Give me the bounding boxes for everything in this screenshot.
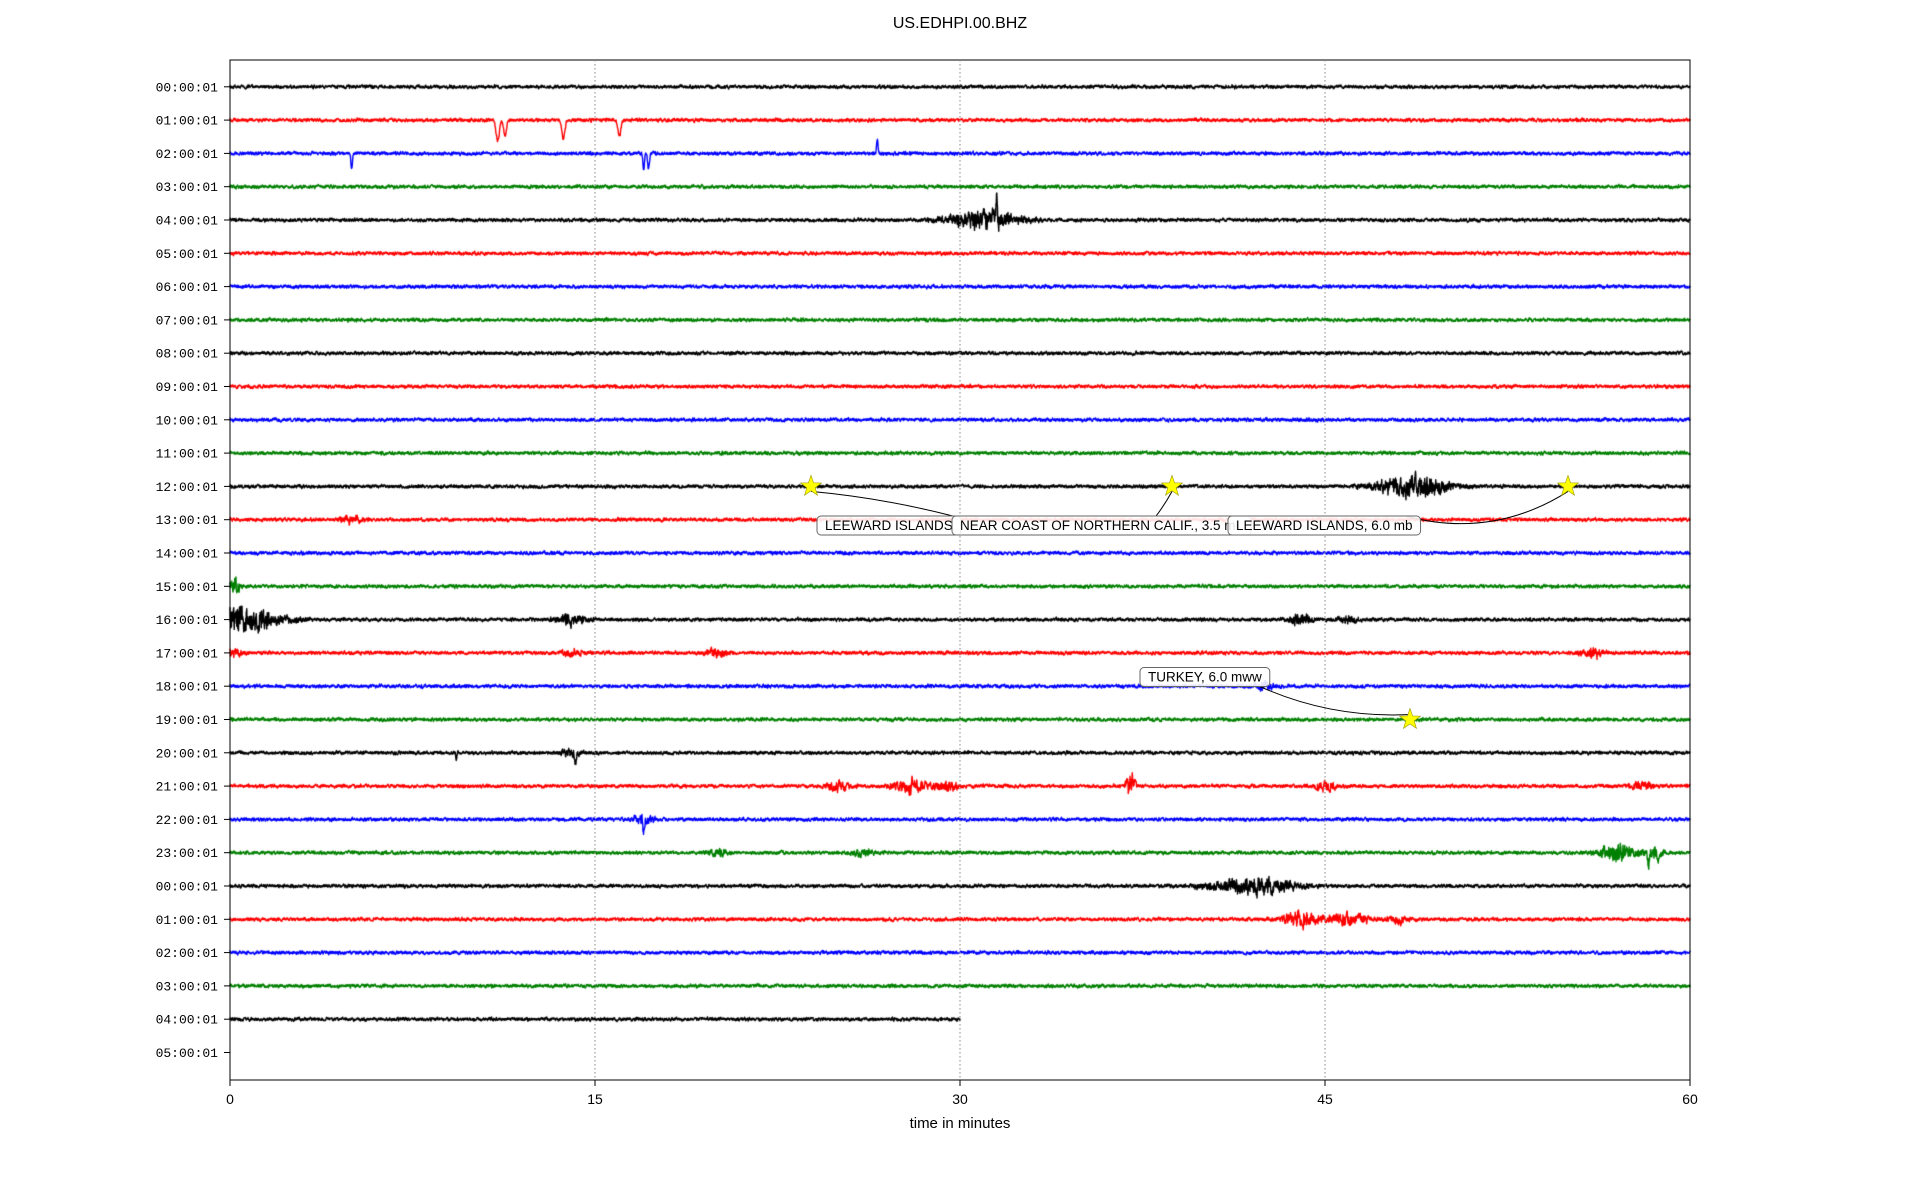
svg-text:LEEWARD ISLANDS: LEEWARD ISLANDS [825,518,953,533]
svg-text:0: 0 [226,1091,234,1107]
svg-text:20:00:01: 20:00:01 [156,746,219,761]
svg-text:15:00:01: 15:00:01 [156,580,219,595]
svg-text:07:00:01: 07:00:01 [156,313,219,328]
svg-text:16:00:01: 16:00:01 [156,613,219,628]
svg-text:11:00:01: 11:00:01 [156,447,219,462]
svg-text:time in minutes: time in minutes [910,1115,1011,1132]
svg-text:14:00:01: 14:00:01 [156,547,219,562]
svg-text:23:00:01: 23:00:01 [156,846,219,861]
svg-text:30: 30 [952,1091,968,1107]
svg-text:05:00:01: 05:00:01 [156,247,219,262]
svg-text:15: 15 [587,1091,603,1107]
svg-text:08:00:01: 08:00:01 [156,347,219,362]
svg-text:05:00:01: 05:00:01 [156,1046,219,1061]
svg-text:NEAR COAST OF NORTHERN CALIF.,: NEAR COAST OF NORTHERN CALIF., 3.5 mL [960,518,1244,533]
svg-text:00:00:01: 00:00:01 [156,880,219,895]
svg-text:17:00:01: 17:00:01 [156,646,219,661]
svg-text:60: 60 [1682,1091,1698,1107]
svg-text:02:00:01: 02:00:01 [156,147,219,162]
svg-text:04:00:01: 04:00:01 [156,1013,219,1028]
svg-text:06:00:01: 06:00:01 [156,280,219,295]
svg-text:12:00:01: 12:00:01 [156,480,219,495]
svg-text:21:00:01: 21:00:01 [156,780,219,795]
svg-text:01:00:01: 01:00:01 [156,913,219,928]
svg-text:45: 45 [1317,1091,1333,1107]
svg-text:00:00:01: 00:00:01 [156,80,219,95]
svg-text:22:00:01: 22:00:01 [156,813,219,828]
svg-text:13:00:01: 13:00:01 [156,513,219,528]
svg-text:LEEWARD ISLANDS, 6.0 mb: LEEWARD ISLANDS, 6.0 mb [1236,518,1413,533]
svg-text:US.EDHPI.00.BHZ: US.EDHPI.00.BHZ [893,15,1027,32]
svg-text:18:00:01: 18:00:01 [156,680,219,695]
svg-text:03:00:01: 03:00:01 [156,180,219,195]
svg-text:10:00:01: 10:00:01 [156,413,219,428]
svg-text:01:00:01: 01:00:01 [156,114,219,129]
svg-text:02:00:01: 02:00:01 [156,946,219,961]
svg-text:TURKEY, 6.0 mww: TURKEY, 6.0 mww [1148,670,1262,685]
svg-text:03:00:01: 03:00:01 [156,979,219,994]
svg-text:09:00:01: 09:00:01 [156,380,219,395]
svg-text:04:00:01: 04:00:01 [156,214,219,229]
svg-text:19:00:01: 19:00:01 [156,713,219,728]
